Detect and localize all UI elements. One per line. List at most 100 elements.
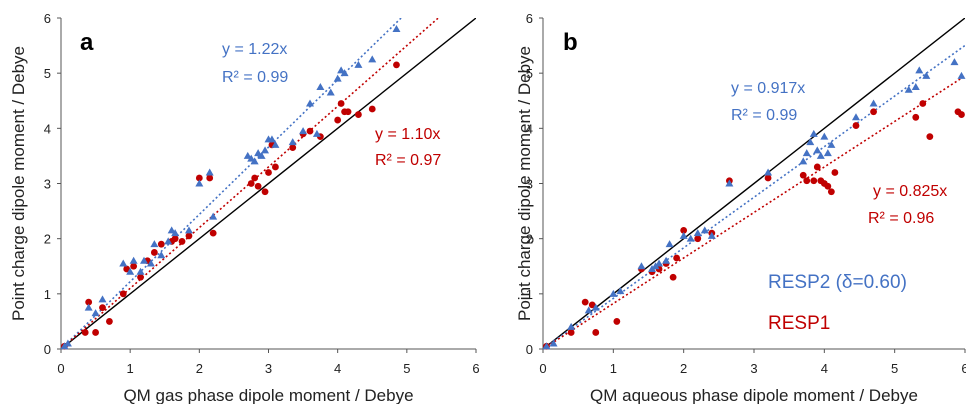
data-point-triangle-series-0 bbox=[306, 99, 314, 107]
data-point-circle-series-1 bbox=[272, 163, 279, 171]
y-tick-label: 4 bbox=[526, 121, 533, 136]
data-point-circle-series-1 bbox=[265, 169, 272, 176]
data-point-triangle-series-0 bbox=[299, 127, 308, 135]
y-tick-label: 0 bbox=[526, 342, 533, 357]
data-point-triangle-series-0 bbox=[950, 58, 959, 66]
data-point-circle-series-1 bbox=[251, 174, 259, 182]
data-point-triangle-series-0 bbox=[98, 295, 107, 303]
data-point-triangle-series-0 bbox=[904, 85, 913, 93]
data-point-circle-series-1 bbox=[694, 235, 702, 243]
identity-line bbox=[61, 18, 476, 349]
legend-entry-series-0: RESP2 (δ=0.60) bbox=[768, 272, 907, 293]
data-point-circle-series-1 bbox=[368, 105, 376, 113]
y-tick-label: 5 bbox=[526, 66, 533, 81]
data-point-circle-series-1 bbox=[195, 174, 203, 182]
y-tick-label: 5 bbox=[44, 66, 51, 81]
data-point-triangle-series-0 bbox=[84, 303, 93, 311]
trendline-series-0 bbox=[61, 18, 402, 349]
data-point-circle-series-1 bbox=[870, 108, 877, 116]
data-point-circle-series-1 bbox=[813, 163, 821, 171]
y-tick-label: 1 bbox=[526, 287, 533, 302]
data-point-triangle-series-0 bbox=[150, 240, 159, 248]
data-point-triangle-series-0 bbox=[271, 140, 280, 148]
data-point-circle-series-1 bbox=[123, 265, 131, 273]
data-point-triangle-series-0 bbox=[922, 71, 931, 79]
data-point-circle-series-1 bbox=[355, 111, 362, 118]
data-point-circle-series-1 bbox=[831, 169, 839, 176]
data-point-triangle-series-0 bbox=[665, 240, 674, 248]
data-point-triangle-series-0 bbox=[368, 55, 377, 63]
x-tick-label: 2 bbox=[196, 361, 203, 376]
data-point-triangle-series-0 bbox=[288, 138, 297, 146]
data-point-circle-series-1 bbox=[137, 273, 144, 281]
data-point-circle-series-1 bbox=[588, 301, 596, 309]
data-point-circle-series-1 bbox=[673, 254, 681, 262]
data-point-circle-series-1 bbox=[334, 116, 342, 124]
panel-label: b bbox=[563, 29, 578, 56]
data-point-triangle-series-0 bbox=[267, 135, 276, 143]
fit-equation-series-0: y = 0.917x bbox=[731, 80, 805, 97]
y-tick-label: 4 bbox=[44, 121, 51, 136]
data-point-triangle-series-0 bbox=[820, 132, 829, 140]
data-point-triangle-series-0 bbox=[700, 226, 709, 234]
data-point-triangle-series-0 bbox=[354, 60, 363, 68]
data-point-triangle-series-0 bbox=[91, 309, 100, 317]
x-tick-label: 3 bbox=[750, 361, 757, 376]
data-point-triangle-series-0 bbox=[129, 256, 138, 264]
data-point-triangle-series-0 bbox=[140, 256, 148, 264]
data-point-circle-series-1 bbox=[764, 174, 772, 182]
fit-equation-series-0: y = 1.22x bbox=[222, 41, 287, 58]
data-point-triangle-series-0 bbox=[337, 66, 346, 74]
fit-equation-series-1: y = 1.10x bbox=[375, 126, 440, 143]
legend-entry-series-1: RESP1 bbox=[768, 313, 830, 334]
data-point-triangle-series-0 bbox=[136, 267, 145, 275]
data-point-triangle-series-0 bbox=[655, 259, 664, 267]
data-point-triangle-series-0 bbox=[957, 71, 966, 79]
data-point-circle-series-1 bbox=[680, 226, 688, 234]
data-point-circle-series-1 bbox=[178, 238, 186, 245]
data-point-triangle-series-0 bbox=[247, 154, 256, 162]
data-point-triangle-series-0 bbox=[126, 267, 135, 275]
data-point-triangle-series-0 bbox=[157, 251, 166, 259]
data-point-triangle-series-0 bbox=[693, 229, 702, 237]
y-tick-label: 3 bbox=[44, 177, 51, 192]
data-point-triangle-series-0 bbox=[609, 289, 618, 297]
x-tick-label: 3 bbox=[265, 361, 272, 376]
data-point-triangle-series-0 bbox=[591, 303, 600, 311]
fit-r2-series-0: R² = 0.99 bbox=[731, 107, 797, 124]
data-point-triangle-series-0 bbox=[164, 237, 173, 245]
data-point-circle-series-1 bbox=[799, 171, 807, 179]
data-point-triangle-series-0 bbox=[333, 74, 342, 82]
data-point-triangle-series-0 bbox=[261, 146, 270, 154]
data-point-circle-series-1 bbox=[919, 100, 927, 107]
data-point-circle-series-1 bbox=[958, 111, 965, 118]
data-point-circle-series-1 bbox=[824, 182, 832, 190]
data-point-triangle-series-0 bbox=[686, 234, 695, 242]
data-point-circle-series-1 bbox=[337, 100, 345, 107]
data-point-circle-series-1 bbox=[206, 174, 214, 182]
x-tick-label: 0 bbox=[57, 361, 64, 376]
data-point-triangle-series-0 bbox=[799, 157, 808, 165]
data-point-circle-series-1 bbox=[157, 240, 165, 248]
data-point-circle-series-1 bbox=[247, 180, 255, 187]
data-point-circle-series-1 bbox=[581, 298, 589, 306]
data-point-triangle-series-0 bbox=[184, 226, 193, 234]
data-point-circle-series-1 bbox=[912, 113, 920, 121]
data-point-circle-series-1 bbox=[810, 177, 818, 185]
trendline-series-1 bbox=[543, 75, 965, 349]
data-point-circle-series-1 bbox=[99, 304, 106, 312]
data-point-triangle-series-0 bbox=[326, 88, 335, 96]
data-point-triangle-series-0 bbox=[316, 82, 325, 90]
data-point-triangle-series-0 bbox=[257, 151, 266, 159]
y-axis-label: Point charge dipole moment / Debye bbox=[515, 46, 534, 321]
data-point-circle-series-1 bbox=[106, 318, 113, 325]
data-point-circle-series-1 bbox=[289, 144, 297, 152]
data-point-circle-series-1 bbox=[306, 127, 314, 135]
y-tick-label: 2 bbox=[526, 232, 533, 247]
data-point-triangle-series-0 bbox=[707, 231, 716, 239]
x-tick-label: 0 bbox=[539, 361, 546, 376]
data-point-triangle-series-0 bbox=[119, 259, 128, 267]
y-tick-label: 6 bbox=[526, 11, 533, 26]
chart-panel-a: 0 1 2 3 4 5 6 0 1 2 3 4 5 6 QM gas phase dipole moment… bbox=[9, 11, 480, 404]
